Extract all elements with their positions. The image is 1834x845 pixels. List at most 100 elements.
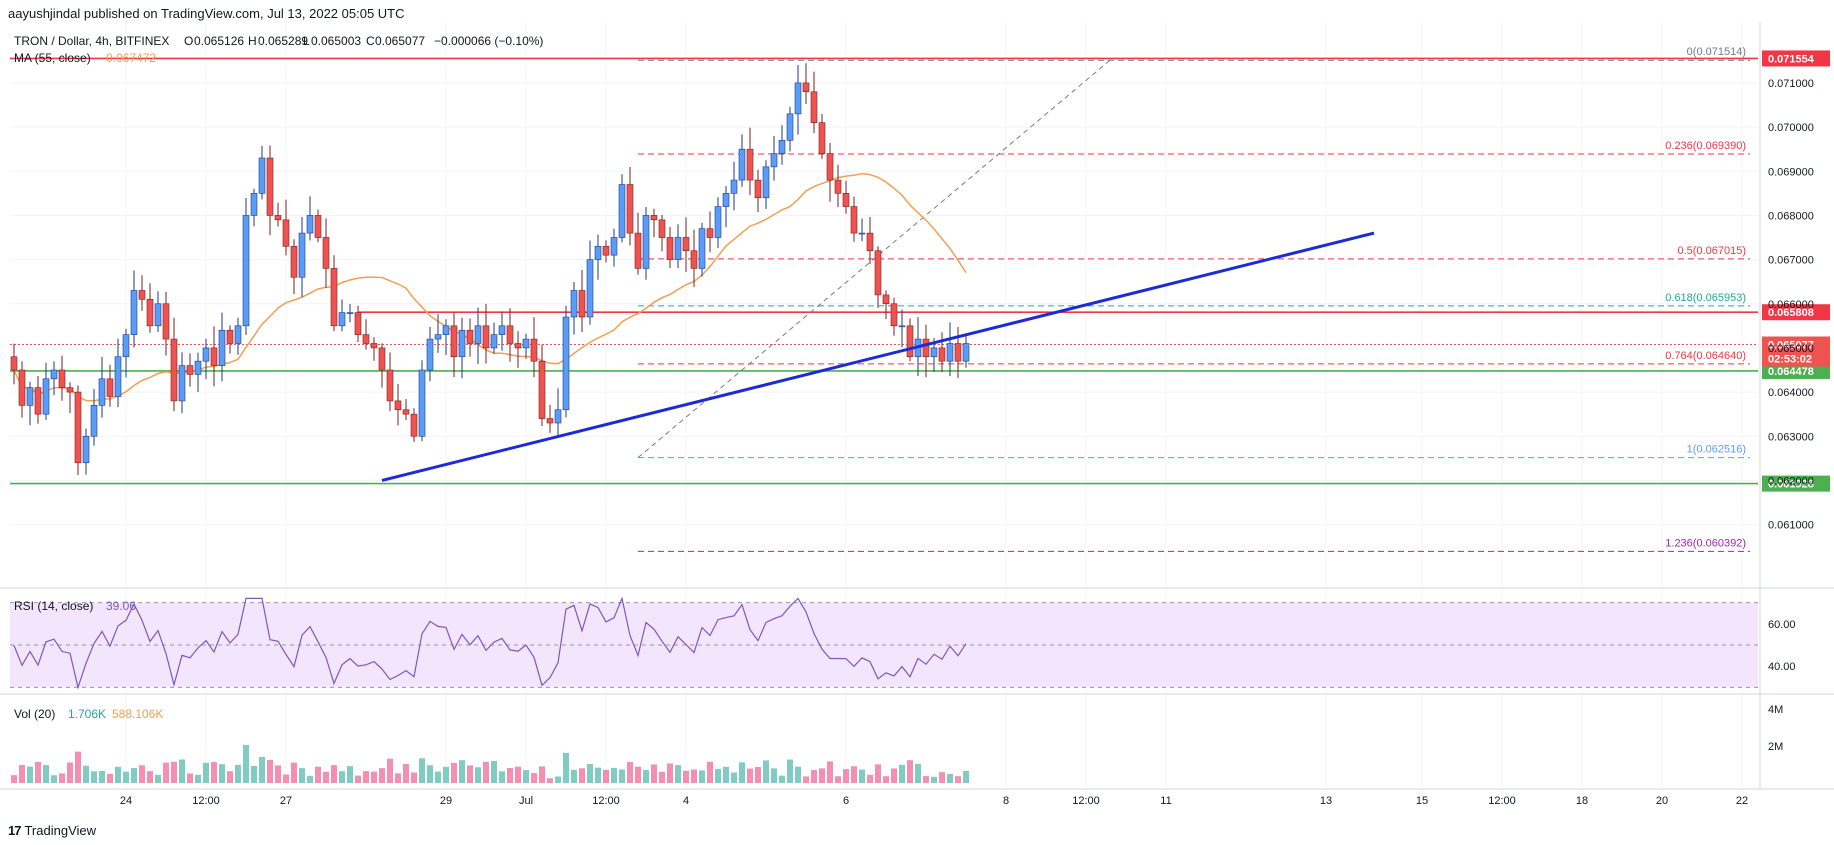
- axes: 0.071000 0.070000 0.069000 0.068000 0.067000…: [120, 78, 1814, 807]
- volume-bar: [195, 774, 201, 783]
- candle-body: [698, 228, 706, 269]
- volume-bar: [91, 771, 97, 783]
- volume-bar: [291, 762, 297, 783]
- candle-body: [226, 329, 234, 344]
- price-tick-label: 0.064000: [1768, 387, 1814, 399]
- volume-bar: [715, 768, 721, 783]
- volume-bar: [459, 760, 465, 783]
- candle-body: [514, 343, 522, 349]
- candle-body: [338, 312, 346, 327]
- candle-body: [922, 338, 930, 358]
- level-tag-support-near: [1762, 362, 1830, 379]
- main-legend: TRON / Dollar, 4h, BITFINEX O 0.065126 H…: [14, 34, 543, 65]
- candle-body: [90, 405, 98, 437]
- volume-bar: [323, 771, 329, 783]
- candle-body: [274, 215, 282, 221]
- volume-bar: [395, 773, 401, 783]
- candle-body: [642, 215, 650, 269]
- volume-bar: [363, 771, 369, 783]
- candle-body: [298, 232, 306, 278]
- candle-body: [650, 215, 658, 221]
- candle-body: [610, 237, 618, 256]
- fib-label-0.236: 0.236(0.069390): [1665, 140, 1746, 152]
- legend-ohlc-h: 0.065289: [258, 34, 308, 48]
- volume-bar: [283, 774, 289, 783]
- volume-bar: [771, 768, 777, 783]
- candle-body: [714, 206, 722, 238]
- volume-bar: [563, 752, 569, 783]
- volume-bar: [147, 771, 153, 783]
- level-tag-text-support-low: 0.061928: [1768, 479, 1814, 491]
- candle-body: [602, 246, 610, 256]
- candle-body: [866, 232, 874, 252]
- candle-body: [106, 378, 114, 397]
- candle-body: [826, 153, 834, 181]
- chart-canvas[interactable]: 0.071554 0.065808 0.064478 0.061928 0.065077…: [0, 22, 1834, 822]
- candle-body: [202, 347, 210, 362]
- volume-bar: [43, 765, 49, 783]
- candle-body: [738, 148, 746, 181]
- candle-body: [482, 325, 490, 349]
- legend-rsi-label: RSI (14, close): [14, 599, 93, 613]
- price-tick-label: 0.069000: [1768, 166, 1814, 178]
- legend-ohlc-c-key: C: [366, 34, 375, 48]
- tradingview-mark-icon: 17: [8, 823, 22, 838]
- volume-bar: [19, 765, 25, 783]
- level-tag-text-resistance-top: 0.071554: [1768, 53, 1815, 65]
- volume-bar: [675, 765, 681, 783]
- candle-body: [778, 140, 786, 154]
- candle-body: [266, 157, 274, 216]
- volume-bar: [595, 767, 601, 783]
- candle-body: [658, 219, 666, 238]
- candle-body: [530, 338, 538, 362]
- legend-ohlc-o-key: O: [184, 34, 193, 48]
- volume-bar: [339, 771, 345, 783]
- fibonacci-retracement: 0(0.071514) 0.236(0.069390) 0.5(0.067015) 0…: [637, 46, 1750, 552]
- volume-bar: [947, 773, 953, 783]
- volume-bar: [915, 763, 921, 783]
- trendline: [381, 231, 1375, 482]
- volume-bar: [75, 751, 81, 783]
- candle-body: [522, 338, 530, 349]
- time-tick-label: 29: [440, 795, 452, 807]
- volume-bar: [763, 760, 769, 783]
- candle-body: [730, 179, 738, 194]
- volume-bar: [211, 762, 217, 783]
- candle-body: [586, 259, 594, 318]
- price-tick-label: 0.061000: [1768, 520, 1814, 532]
- candle-body: [210, 347, 218, 366]
- price-tick-label: 0.066000: [1768, 299, 1814, 311]
- candle-body: [114, 356, 122, 397]
- level-tag-resistance-mid: [1762, 304, 1830, 321]
- volume-bar: [747, 768, 753, 783]
- candle-body: [194, 360, 202, 375]
- legend-ohlc-c: 0.065077: [375, 34, 425, 48]
- price-tick-label: 0.068000: [1768, 210, 1814, 222]
- candle-body: [954, 343, 962, 362]
- volume-bar: [707, 761, 713, 783]
- candle-body: [242, 215, 250, 327]
- volume-bar: [643, 769, 649, 783]
- candle-body: [570, 290, 578, 318]
- volume-bar: [179, 759, 185, 783]
- fib-label-0.764: 0.764(0.064640): [1665, 350, 1746, 362]
- candle-body: [50, 369, 58, 380]
- fib-label-0.5: 0.5(0.067015): [1678, 245, 1747, 257]
- volume-bar: [899, 764, 905, 783]
- price-tick-label: 0.070000: [1768, 122, 1814, 134]
- fib-label-1: 1(0.062516): [1687, 444, 1746, 456]
- candle-body: [490, 334, 498, 349]
- volume-bar: [139, 765, 145, 783]
- fib-label-1.236: 1.236(0.060392): [1665, 537, 1746, 549]
- volume-bar: [275, 765, 281, 783]
- price-tick-label: 0.065000: [1768, 343, 1814, 355]
- candle-body: [906, 325, 914, 358]
- candle-body: [506, 325, 514, 344]
- candle-body: [458, 329, 466, 358]
- tradingview-logo[interactable]: 17 TradingView: [8, 823, 96, 838]
- rsi-legend: RSI (14, close) 39.06: [14, 599, 136, 613]
- volume-legend: Vol (20) 1.706K 588.106K: [14, 707, 163, 721]
- candle-body: [818, 122, 826, 154]
- time-tick-label: 12:00: [1072, 795, 1100, 807]
- volume-bar: [59, 773, 65, 783]
